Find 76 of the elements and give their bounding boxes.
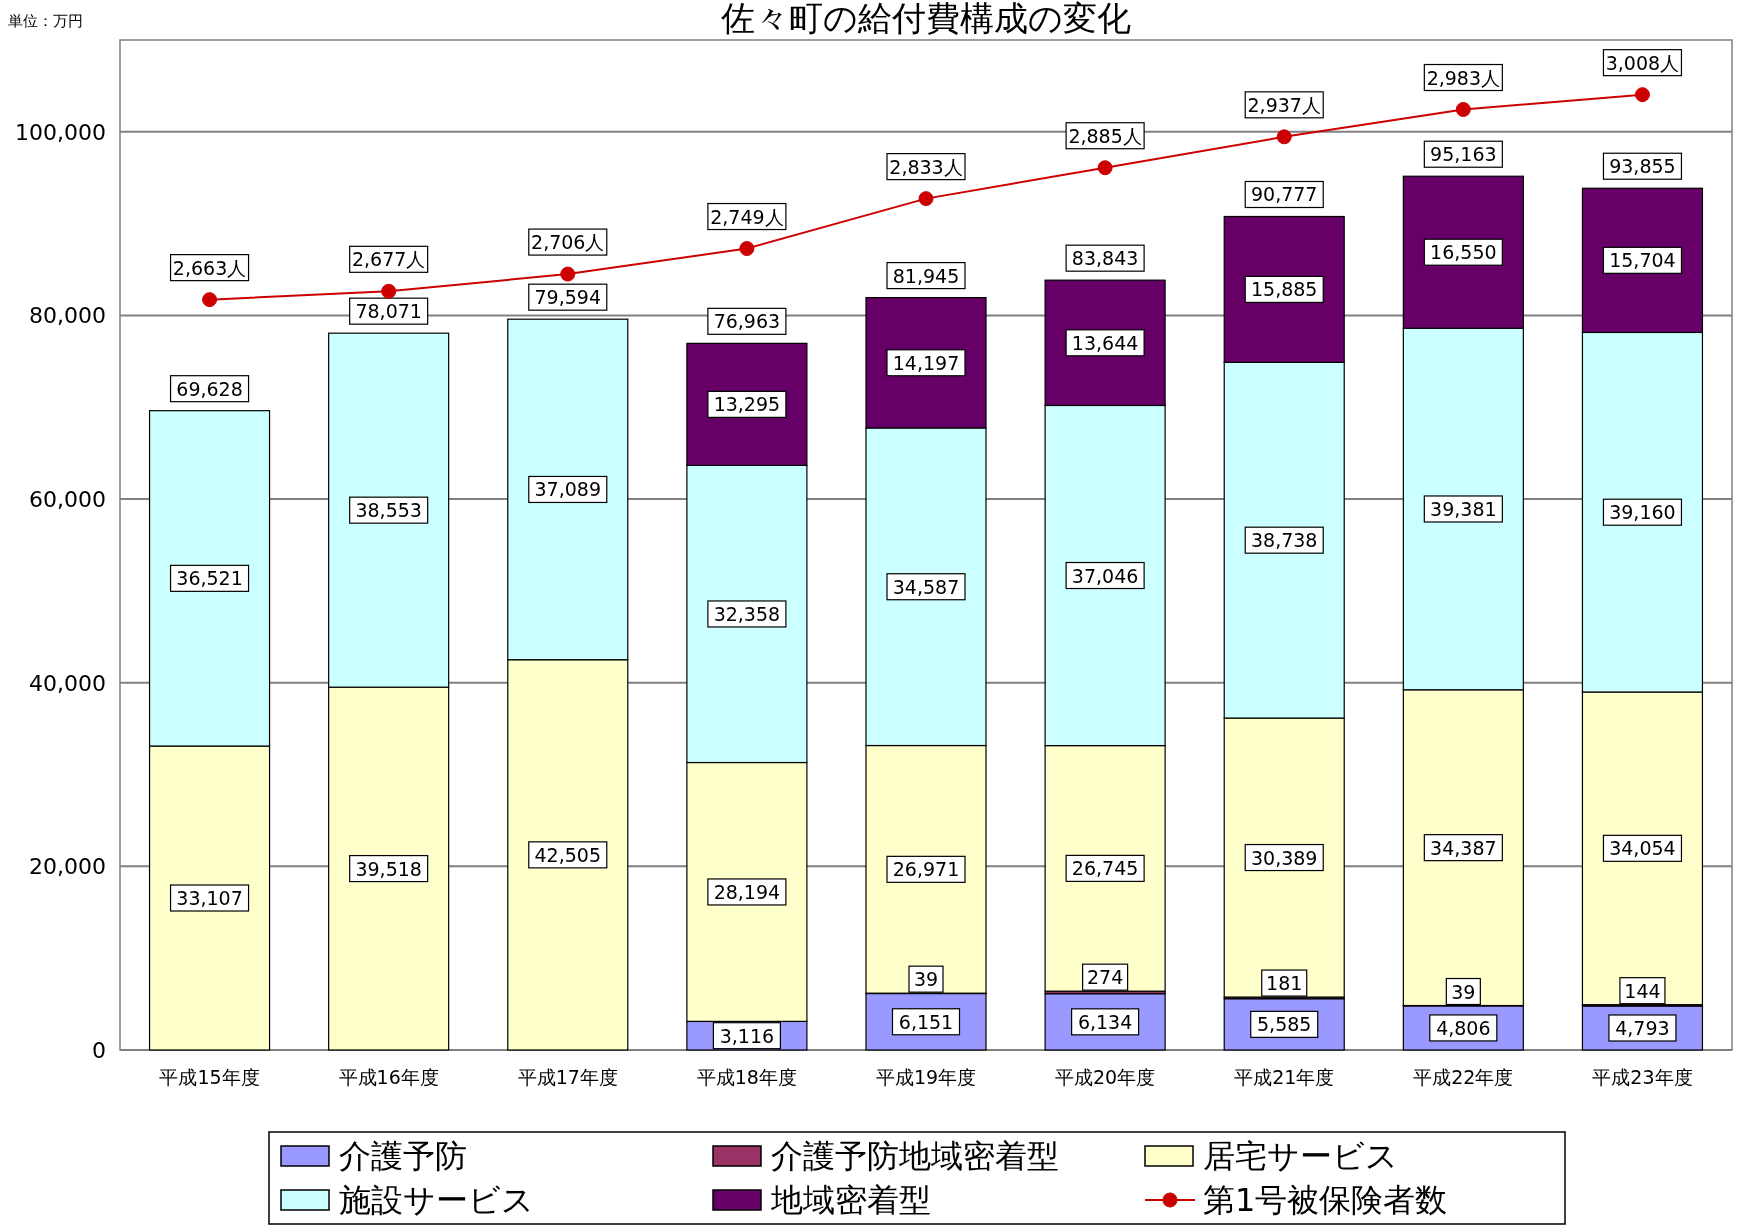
data-label: 39,381 [1430, 497, 1497, 520]
total-label: 78,071 [355, 300, 422, 323]
data-label: 13,644 [1071, 331, 1139, 354]
data-label: 6,151 [898, 1010, 954, 1033]
total-label: 76,963 [713, 310, 781, 333]
data-label: 26,971 [892, 858, 960, 881]
data-label: 13,295 [713, 393, 781, 416]
text: 単位：万円 [8, 12, 83, 30]
x-tick-label: 平成18年度 [696, 1066, 797, 1088]
data-label: 4,806 [1436, 1016, 1491, 1039]
data-label: 30,389 [1250, 846, 1318, 869]
total-label: 83,843 [1071, 247, 1139, 270]
x-tick-label: 平成19年度 [875, 1066, 977, 1088]
total-label: 95,163 [1430, 143, 1497, 166]
legend-label: 介護予防 [339, 1137, 467, 1175]
x-tick-label: 平成23年度 [1592, 1066, 1693, 1088]
total-label: 81,945 [892, 264, 960, 287]
data-label: 2,983人 [1426, 66, 1501, 89]
total-label: 93,855 [1609, 155, 1676, 178]
legend-label: 第1号被保険者数 [1203, 1181, 1448, 1219]
x-tick-label: 平成22年度 [1413, 1066, 1514, 1088]
data-label: 2,937人 [1247, 93, 1321, 116]
y-tick-label: 0 [92, 1038, 106, 1063]
data-label: 37,046 [1071, 564, 1139, 587]
legend-label: 介護予防地域密着型 [771, 1137, 1059, 1175]
data-label: 2,749人 [710, 205, 784, 228]
data-label: 39,160 [1609, 501, 1676, 524]
data-label: 6,134 [1077, 1010, 1133, 1033]
y-tick-label: 20,000 [29, 854, 106, 880]
total-label: 90,777 [1250, 183, 1318, 206]
data-label: 144 [1624, 979, 1661, 1002]
data-label: 38,553 [355, 499, 422, 522]
data-label: 34,587 [892, 575, 960, 598]
total-label: 79,594 [534, 286, 602, 309]
data-label: 36,521 [176, 567, 243, 590]
data-label: 5,585 [1257, 1013, 1312, 1036]
data-label: 4,793 [1615, 1017, 1670, 1039]
y-tick-label: 40,000 [29, 670, 106, 696]
legend-label: 施設サービス [339, 1181, 534, 1219]
data-label: 26,745 [1071, 857, 1139, 880]
data-label: 15,704 [1609, 249, 1676, 272]
data-label: 3,116 [719, 1024, 775, 1047]
data-label: 39 [913, 968, 939, 991]
data-label: 2,885人 [1068, 124, 1142, 147]
x-tick-label: 平成16年度 [338, 1066, 439, 1088]
data-label: 274 [1086, 966, 1124, 989]
x-tick-label: 平成15年度 [159, 1066, 260, 1088]
x-tick-label: 平成21年度 [1234, 1066, 1335, 1088]
total-label: 69,628 [176, 377, 243, 400]
chart-title: 佐々町の給付費構成の変化 [721, 0, 1131, 38]
data-label: 16,550 [1430, 241, 1497, 264]
data-label: 2,706人 [531, 231, 605, 254]
data-label: 34,387 [1430, 836, 1497, 859]
y-tick-label: 80,000 [29, 303, 106, 329]
legend-label: 居宅サービス [1203, 1137, 1398, 1175]
data-label: 14,197 [892, 351, 960, 374]
data-label: 33,107 [176, 887, 243, 910]
data-label: 15,885 [1250, 278, 1318, 301]
data-label: 32,358 [713, 602, 781, 625]
data-label: 28,194 [713, 880, 781, 903]
data-label: 38,738 [1250, 529, 1318, 552]
data-label: 34,054 [1609, 837, 1676, 860]
y-tick-label: 60,000 [29, 487, 106, 513]
data-label: 39,518 [355, 857, 422, 880]
data-label: 2,663人 [172, 256, 247, 279]
data-label: 3,008人 [1605, 51, 1680, 74]
data-label: 2,833人 [889, 155, 963, 178]
data-label: 39 [1451, 980, 1476, 1003]
y-tick-label: 100,000 [15, 119, 106, 145]
x-tick-label: 平成20年度 [1055, 1066, 1156, 1088]
legend-label: 地域密着型 [770, 1181, 931, 1219]
x-tick-label: 平成17年度 [517, 1066, 618, 1088]
data-label: 2,677人 [351, 248, 426, 271]
data-label: 42,505 [534, 843, 602, 866]
data-label: 181 [1266, 972, 1303, 995]
data-label: 37,089 [534, 478, 602, 501]
